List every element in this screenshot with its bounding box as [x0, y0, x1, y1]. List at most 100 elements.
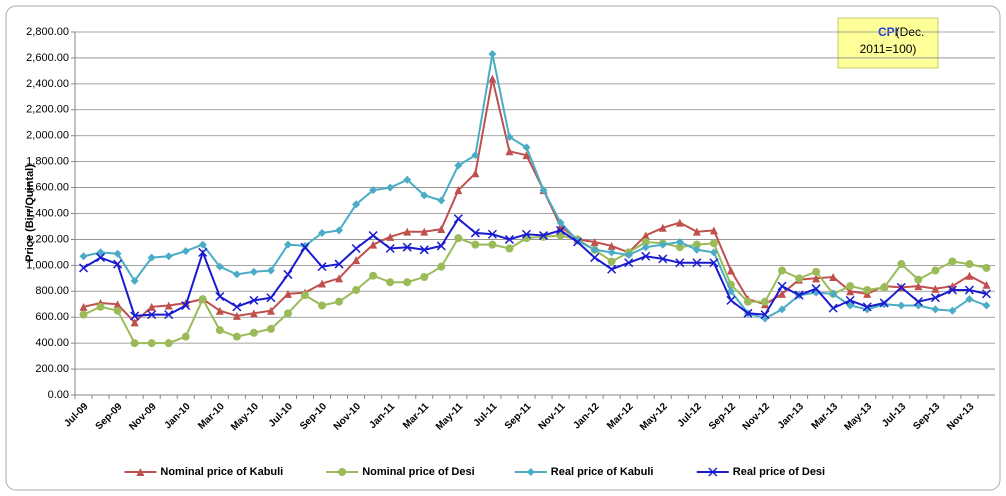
- point: [522, 151, 531, 160]
- point: [948, 306, 957, 315]
- point: [538, 231, 549, 241]
- point: [113, 249, 122, 258]
- point: [420, 227, 429, 236]
- point: [79, 252, 88, 261]
- point: [335, 274, 344, 283]
- point: [130, 311, 140, 321]
- legend-marker: [526, 468, 535, 476]
- point: [317, 262, 327, 272]
- point: [641, 231, 650, 240]
- point: [982, 280, 991, 289]
- point: [692, 258, 702, 268]
- point: [624, 250, 633, 259]
- point: [386, 232, 395, 241]
- point: [812, 267, 821, 276]
- point: [845, 295, 855, 305]
- y-tick-label: 2,400.00: [26, 78, 69, 90]
- point: [420, 273, 429, 282]
- point: [471, 169, 480, 178]
- point: [453, 214, 463, 224]
- point: [846, 301, 855, 310]
- point: [470, 228, 480, 238]
- point: [947, 285, 957, 295]
- point: [590, 238, 599, 247]
- point: [863, 305, 872, 314]
- point: [232, 270, 241, 279]
- point: [812, 274, 821, 283]
- y-tick-label: 1,200.00: [26, 233, 69, 245]
- point: [164, 310, 174, 320]
- point: [590, 245, 599, 254]
- point: [607, 248, 616, 257]
- point: [232, 302, 242, 312]
- point: [505, 244, 514, 253]
- point: [403, 227, 412, 236]
- point: [181, 247, 190, 256]
- point: [675, 243, 684, 252]
- point: [556, 218, 565, 227]
- legend-marker: [338, 468, 347, 476]
- point: [811, 284, 821, 294]
- point: [539, 186, 548, 195]
- point: [556, 231, 565, 240]
- point: [709, 226, 718, 235]
- point: [726, 287, 735, 296]
- annotation-box: [837, 17, 939, 69]
- y-tick-label: 400.00: [35, 337, 69, 349]
- point: [965, 260, 974, 269]
- point: [521, 229, 532, 239]
- point: [658, 223, 667, 232]
- point: [318, 301, 327, 310]
- point: [505, 147, 514, 156]
- point: [420, 191, 429, 200]
- annotation: CPI (Dec.2011=100): [837, 17, 939, 69]
- point: [283, 289, 292, 298]
- point: [778, 266, 787, 275]
- point: [147, 339, 156, 348]
- point: [624, 258, 634, 268]
- point: [914, 282, 923, 291]
- point: [181, 332, 190, 341]
- point: [658, 240, 667, 249]
- y-tick-label: 2,600.00: [26, 52, 69, 64]
- point: [846, 287, 855, 296]
- point: [386, 183, 395, 192]
- point: [249, 328, 258, 337]
- point: [215, 291, 225, 302]
- y-tick-label: 1,600.00: [26, 181, 69, 193]
- legend-label: Nominal price of Desi: [362, 466, 474, 478]
- point: [692, 240, 701, 249]
- point: [318, 228, 327, 237]
- point: [369, 240, 378, 249]
- y-tick-label: 1,000.00: [26, 259, 69, 271]
- point: [641, 251, 651, 261]
- point: [778, 305, 787, 314]
- point: [437, 196, 446, 205]
- point: [879, 298, 889, 308]
- point: [454, 234, 463, 243]
- point: [863, 285, 872, 294]
- point: [385, 243, 395, 254]
- point: [709, 248, 718, 257]
- point: [335, 297, 344, 306]
- point: [931, 284, 940, 293]
- point: [641, 238, 650, 247]
- point: [488, 74, 497, 83]
- point: [232, 311, 241, 320]
- point: [675, 258, 685, 268]
- point: [113, 300, 122, 309]
- point: [335, 226, 344, 235]
- point: [914, 275, 923, 284]
- point: [369, 271, 378, 280]
- point: [130, 276, 139, 285]
- point: [471, 151, 480, 160]
- point: [78, 263, 89, 273]
- point: [249, 267, 258, 276]
- legend-label: Nominal price of Kabuli: [160, 466, 283, 478]
- point: [96, 248, 105, 257]
- point: [198, 295, 207, 304]
- point: [113, 306, 122, 315]
- point: [352, 200, 361, 209]
- point: [386, 278, 395, 287]
